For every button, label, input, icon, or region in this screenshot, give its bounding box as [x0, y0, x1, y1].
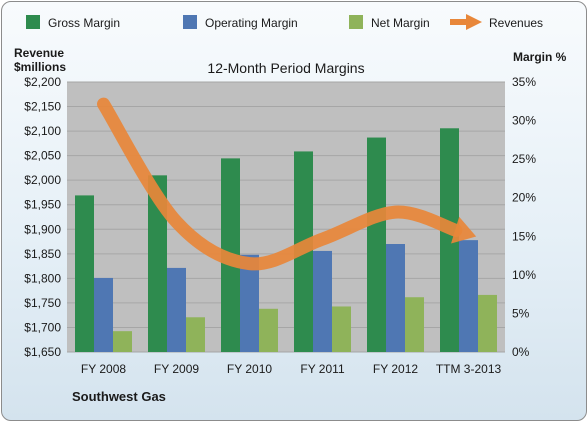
left-axis-title-line1: Revenue — [14, 46, 64, 60]
bar-net-margin — [478, 294, 497, 352]
bar-gross-margin — [148, 175, 167, 352]
right-tick-label: 15% — [512, 229, 536, 243]
bar-net-margin — [405, 297, 424, 352]
revenue-curve — [97, 97, 463, 271]
x-tick-label: FY 2011 — [300, 362, 345, 376]
bar-operating-margin — [94, 277, 113, 352]
bar-operating-margin — [459, 240, 478, 352]
x-tick-label: FY 2012 — [373, 362, 418, 376]
right-tick-label: 20% — [512, 191, 536, 205]
bar-operating-margin — [240, 254, 259, 352]
right-axis-ticks: 0% 5% 10% 15% 20% 25% 30% 35% — [512, 75, 536, 359]
left-tick-label: $1,750 — [24, 296, 61, 310]
left-tick-label: $1,800 — [24, 271, 61, 285]
legend-swatch-operating-margin — [183, 15, 197, 29]
left-tick-label: $1,950 — [24, 198, 61, 212]
bar-net-margin — [332, 306, 351, 352]
left-tick-label: $2,000 — [24, 173, 61, 187]
left-tick-label: $1,700 — [24, 320, 61, 334]
bar-operating-margin — [313, 250, 332, 352]
left-tick-label: $2,200 — [24, 75, 61, 89]
revenue-line — [97, 97, 477, 271]
right-axis-title: Margin % — [513, 50, 567, 64]
x-tick-label: TTM 3-2013 — [436, 362, 502, 376]
left-tick-label: $1,900 — [24, 222, 61, 236]
x-tick-label: FY 2010 — [227, 362, 272, 376]
revenue-arrowhead — [451, 216, 477, 244]
bar-net-margin — [186, 317, 205, 352]
bar-gross-margin — [367, 137, 386, 352]
bar-gross-margin — [75, 195, 94, 352]
x-axis-ticks: FY 2008 FY 2009 FY 2010 FY 2011 FY 2012 TTM 3… — [81, 362, 502, 376]
right-tick-label: 10% — [512, 268, 536, 282]
right-tick-label: 25% — [512, 152, 536, 166]
legend: Gross Margin Operating Margin Net Margin… — [26, 14, 543, 30]
left-tick-label: $2,100 — [24, 124, 61, 138]
bar-operating-margin — [386, 244, 405, 352]
x-tick-label: FY 2008 — [81, 362, 126, 376]
legend-label-net-margin: Net Margin — [371, 16, 430, 30]
right-tick-label: 5% — [512, 306, 530, 320]
right-tick-label: 0% — [512, 345, 530, 359]
bar-operating-margin — [167, 267, 186, 352]
right-tick-label: 30% — [512, 114, 536, 128]
bar-net-margin — [113, 331, 132, 352]
left-axis-ticks: $1,650 $1,700 $1,750 $1,800 $1,850 $1,900 $1,9… — [24, 75, 61, 359]
x-tick-label: FY 2009 — [154, 362, 199, 376]
legend-swatch-gross-margin — [26, 15, 40, 29]
right-tick-label: 35% — [512, 75, 536, 89]
bar-net-margin — [259, 308, 278, 352]
left-tick-label: $2,050 — [24, 149, 61, 163]
left-axis-title-line2: $millions — [14, 60, 66, 74]
legend-label-revenues: Revenues — [489, 16, 543, 30]
left-tick-label: $2,150 — [24, 100, 61, 114]
company-name: Southwest Gas — [72, 389, 166, 404]
bar-gross-margin — [440, 128, 459, 352]
legend-label-gross-margin: Gross Margin — [48, 16, 120, 30]
left-tick-label: $1,850 — [24, 247, 61, 261]
legend-swatch-net-margin — [349, 15, 363, 29]
legend-label-operating-margin: Operating Margin — [205, 16, 298, 30]
chart-title: 12-Month Period Margins — [207, 60, 364, 76]
legend-swatch-revenues — [450, 14, 482, 30]
left-tick-label: $1,650 — [24, 345, 61, 359]
